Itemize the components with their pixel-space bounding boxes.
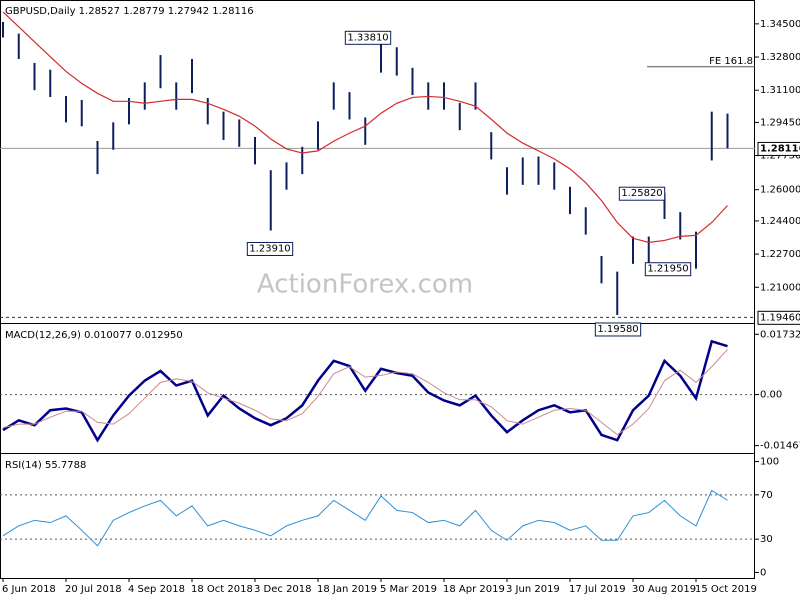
price-annotation-box [644, 262, 692, 277]
y-tick-label: 70 [760, 490, 773, 501]
current-price-label-box [757, 141, 800, 156]
price-annotation: 1.19580 [597, 324, 638, 335]
x-tick-label: 18 Apr 2019 [443, 584, 505, 595]
watermark: ActionForex.com [257, 270, 473, 300]
y-tick-label: 1.22700 [760, 249, 800, 260]
y-tick-label: 0 [760, 567, 766, 578]
price-annotation-box [344, 30, 392, 45]
panel-title: MACD(12,26,9) 0.010077 0.012950 [5, 330, 183, 341]
level-label: 1.19460 [760, 312, 800, 323]
indicator-line [2, 339, 728, 443]
y-tick-label: -0.014675 [760, 441, 800, 452]
y-tick-label: 100 [760, 457, 779, 468]
x-tick-label: 18 Oct 2018 [191, 584, 253, 595]
x-tick-label: 20 Jul 2018 [65, 584, 122, 595]
x-tick-label: 30 Aug 2019 [632, 584, 696, 595]
x-tick-label: 6 Jun 2018 [2, 584, 56, 595]
price-annotation: 1.33810 [347, 32, 388, 43]
panel-title: RSI(14) 55.7788 [5, 460, 86, 471]
level-label: FE 161.8 [709, 56, 753, 67]
y-tick-label: 30 [760, 534, 773, 545]
y-tick-label: 1.32800 [760, 52, 800, 63]
indicator-line [2, 348, 728, 436]
price-annotation: 1.25820 [621, 188, 662, 199]
price-annotation-box [618, 186, 666, 201]
x-tick-label: 18 Jan 2019 [317, 584, 377, 595]
y-tick-label: 1.24400 [760, 216, 800, 227]
panel-title: GBPUSD,Daily 1.28527 1.28779 1.27942 1.2… [5, 6, 254, 17]
y-tick-label: 1.21000 [760, 282, 800, 293]
y-tick-label: 1.31100 [760, 85, 800, 96]
x-tick-label: 4 Sep 2018 [128, 584, 185, 595]
y-tick-label: 0.00 [760, 390, 782, 401]
price-annotation: 1.21950 [647, 264, 688, 275]
x-tick-label: 3 Jun 2019 [506, 584, 560, 595]
current-price-label: 1.28116 [760, 143, 800, 154]
price-annotation-box [594, 322, 642, 337]
y-tick-label: 0.017322 [760, 329, 800, 340]
price-annotation: 1.23910 [249, 243, 290, 254]
y-tick-label: 1.29450 [760, 117, 800, 128]
y-tick-label: 1.27750 [760, 151, 800, 162]
price-annotation-box [246, 241, 294, 256]
level-label-box [757, 310, 800, 325]
moving-average [2, 11, 728, 243]
y-tick-label: 1.34500 [760, 19, 800, 30]
y-tick-label: 1.26000 [760, 185, 800, 196]
x-tick-label: 15 Oct 2019 [695, 584, 757, 595]
indicator-line [2, 489, 728, 547]
x-tick-label: 17 Jul 2019 [569, 584, 626, 595]
x-tick-label: 3 Dec 2018 [254, 584, 312, 595]
frame [0, 0, 755, 579]
x-tick-label: 5 Mar 2019 [380, 584, 437, 595]
